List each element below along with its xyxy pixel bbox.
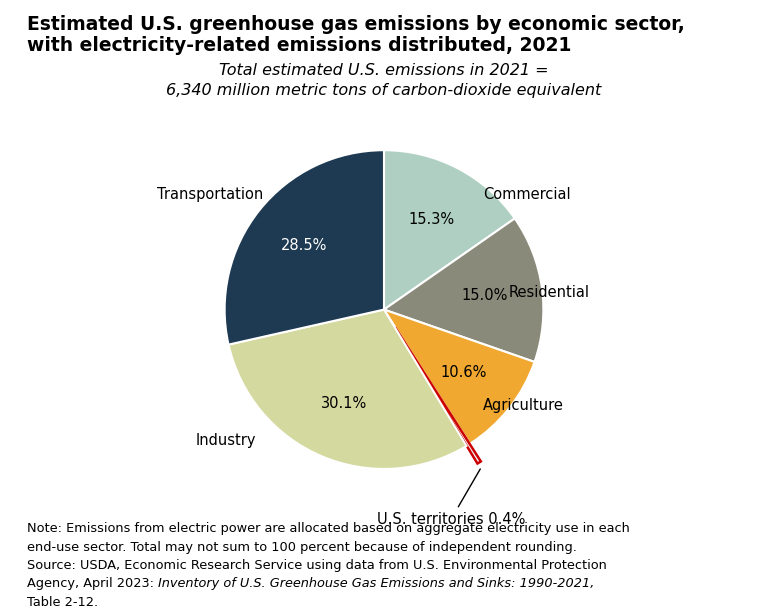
- Text: end-use sector. Total may not sum to 100 percent because of independent rounding: end-use sector. Total may not sum to 100…: [27, 541, 577, 554]
- Text: 15.3%: 15.3%: [408, 211, 454, 227]
- Wedge shape: [395, 327, 481, 463]
- Text: Residential: Residential: [508, 284, 589, 300]
- Text: Commercial: Commercial: [483, 188, 571, 202]
- Text: Source: USDA, Economic Research Service using data from U.S. Environmental Prote: Source: USDA, Economic Research Service …: [27, 559, 607, 572]
- Wedge shape: [384, 310, 535, 444]
- Text: Total estimated U.S. emissions in 2021 =: Total estimated U.S. emissions in 2021 =: [219, 63, 549, 78]
- Wedge shape: [229, 310, 466, 469]
- Text: Estimated U.S. greenhouse gas emissions by economic sector,: Estimated U.S. greenhouse gas emissions …: [27, 15, 684, 34]
- Text: Industry: Industry: [196, 433, 257, 447]
- Text: Agency, April 2023:: Agency, April 2023:: [27, 577, 158, 590]
- Wedge shape: [384, 218, 544, 362]
- Wedge shape: [224, 150, 384, 345]
- Text: Transportation: Transportation: [157, 188, 263, 202]
- Text: 10.6%: 10.6%: [441, 365, 487, 380]
- Text: Note: Emissions from electric power are allocated based on aggregate electricity: Note: Emissions from electric power are …: [27, 522, 630, 535]
- Text: with electricity-related emissions distributed, 2021: with electricity-related emissions distr…: [27, 36, 571, 55]
- Text: 30.1%: 30.1%: [321, 396, 367, 411]
- Text: 6,340 million metric tons of carbon-dioxide equivalent: 6,340 million metric tons of carbon-diox…: [167, 83, 601, 97]
- Text: Table 2-12.: Table 2-12.: [27, 596, 98, 609]
- Wedge shape: [384, 150, 515, 310]
- Text: 28.5%: 28.5%: [281, 238, 327, 253]
- Text: U.S. territories 0.4%: U.S. territories 0.4%: [377, 469, 525, 527]
- Text: 15.0%: 15.0%: [462, 288, 508, 303]
- Text: Inventory of U.S. Greenhouse Gas Emissions and Sinks: 1990-2021,: Inventory of U.S. Greenhouse Gas Emissio…: [158, 577, 594, 590]
- Text: Agriculture: Agriculture: [483, 398, 564, 413]
